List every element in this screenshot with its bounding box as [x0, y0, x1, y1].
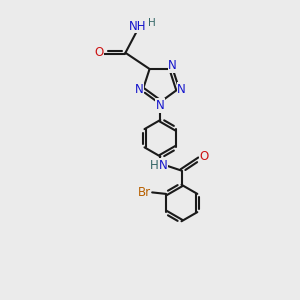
Text: NH: NH: [129, 20, 147, 33]
Text: N: N: [156, 99, 165, 112]
Text: H: H: [148, 18, 156, 28]
Text: H: H: [149, 159, 158, 172]
Text: O: O: [94, 46, 104, 59]
Text: N: N: [135, 83, 143, 96]
Text: O: O: [200, 150, 209, 163]
Text: N: N: [159, 159, 168, 172]
Text: N: N: [168, 59, 177, 72]
Text: N: N: [177, 83, 186, 96]
Text: Br: Br: [138, 186, 151, 199]
